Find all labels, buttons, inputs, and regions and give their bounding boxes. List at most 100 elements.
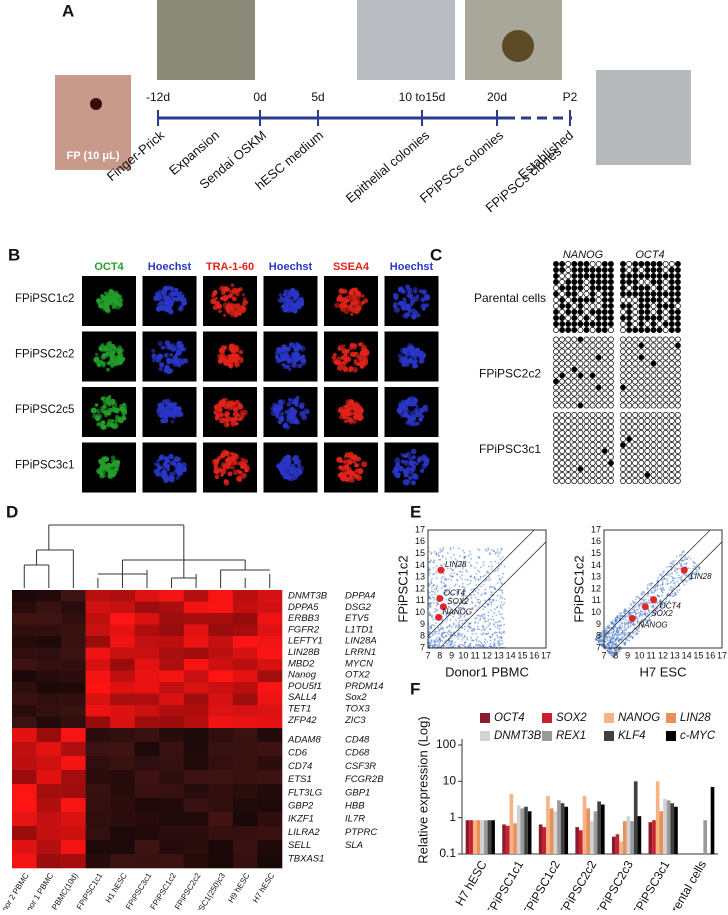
scatter-dot — [676, 589, 678, 591]
cell — [342, 344, 345, 347]
scatter-dot — [466, 571, 468, 573]
scatter-dot — [478, 606, 480, 608]
heat-cell — [159, 854, 184, 868]
cell — [421, 289, 427, 295]
cpg-site — [620, 448, 625, 453]
cpg-site — [651, 418, 656, 423]
cpg-site — [645, 460, 650, 465]
legend-swatch — [480, 731, 490, 741]
cpg-site — [675, 297, 680, 302]
bar — [616, 834, 620, 854]
cpg-site — [627, 267, 632, 272]
scatter-dot — [475, 597, 477, 599]
scatter-dot — [493, 645, 495, 647]
gene-label: DSG2 — [345, 602, 372, 613]
scatter-dot — [484, 592, 486, 594]
cpg-site — [627, 321, 632, 326]
scatter-dot — [654, 590, 656, 592]
cell — [240, 308, 246, 314]
marker-label: SOX2 — [447, 597, 469, 606]
bar — [711, 787, 715, 854]
scatter-dot — [472, 602, 474, 604]
cpg-site — [608, 291, 613, 296]
scatter-dot — [447, 643, 449, 645]
heat-cell — [257, 742, 282, 756]
cell — [170, 287, 175, 292]
scatter-dot — [604, 628, 606, 630]
heat-cell — [233, 728, 258, 742]
heat-cell — [184, 717, 209, 729]
cpg-site — [663, 315, 668, 320]
bar — [546, 796, 550, 854]
cpg-site — [669, 460, 674, 465]
panel-label: B — [8, 245, 20, 264]
cpg-site — [602, 321, 607, 326]
heat-cell — [159, 742, 184, 756]
scatter-dot — [615, 620, 617, 622]
scatter-dot — [672, 580, 674, 582]
heat-cell — [135, 648, 160, 660]
cpg-site — [657, 327, 662, 332]
cpg-site — [590, 315, 595, 320]
cell — [164, 353, 169, 358]
cpg-site — [669, 442, 674, 447]
gene-label: SLA — [345, 840, 363, 851]
cpg-site — [602, 403, 607, 408]
cell — [225, 412, 228, 415]
cell — [231, 350, 235, 354]
scatter-dot — [470, 637, 472, 639]
cpg-site — [633, 291, 638, 296]
scatter-dot — [497, 555, 499, 557]
cpg-site — [584, 466, 589, 471]
cell — [115, 467, 119, 471]
heat-cell — [86, 840, 111, 854]
cell — [242, 473, 247, 478]
heat-cell — [233, 717, 258, 729]
cpg-site — [560, 418, 565, 423]
scatter-dot — [433, 567, 435, 569]
scatter-dot — [667, 593, 669, 595]
cell — [355, 463, 360, 468]
gene-label: CD74 — [288, 761, 312, 772]
scatter-dot — [696, 564, 698, 566]
scatter-dot — [621, 615, 623, 617]
scatter-dot — [692, 561, 694, 563]
y-tick-label: 7 — [420, 642, 425, 652]
heat-cell — [110, 784, 135, 798]
cpg-site — [584, 436, 589, 441]
cpg-site — [572, 430, 577, 435]
heat-cell — [61, 742, 86, 756]
scatter-dot — [477, 626, 479, 628]
cpg-site — [651, 297, 656, 302]
cpg-site — [657, 403, 662, 408]
scatter-dot — [607, 643, 609, 645]
bar — [638, 816, 642, 854]
cell — [243, 297, 246, 300]
bar — [510, 794, 514, 854]
scatter-dot — [502, 592, 504, 594]
gene-label: PRDM14 — [345, 681, 384, 692]
cpg-site — [584, 309, 589, 314]
cpg-site — [553, 321, 558, 326]
scatter-dot — [692, 568, 694, 570]
scatter-dot — [485, 646, 487, 648]
scatter-dot — [645, 598, 647, 600]
heat-cell — [110, 636, 135, 648]
x-tick-label: FPiPSC1c1 — [483, 858, 526, 910]
cpg-site — [578, 321, 583, 326]
scatter-dot — [434, 608, 436, 610]
cell — [226, 309, 230, 313]
scatter-dot — [446, 579, 448, 581]
cpg-site — [627, 448, 632, 453]
cpg-site — [675, 279, 680, 284]
cpg-site — [596, 309, 601, 314]
bar — [670, 803, 674, 854]
heat-cell — [159, 648, 184, 660]
cpg-site — [566, 291, 571, 296]
scatter-dot — [617, 616, 619, 618]
legend-swatch — [542, 731, 552, 741]
cpg-site — [608, 367, 613, 372]
heat-cell — [37, 717, 62, 729]
cpg-site — [620, 418, 625, 423]
cpg-site — [675, 303, 680, 308]
